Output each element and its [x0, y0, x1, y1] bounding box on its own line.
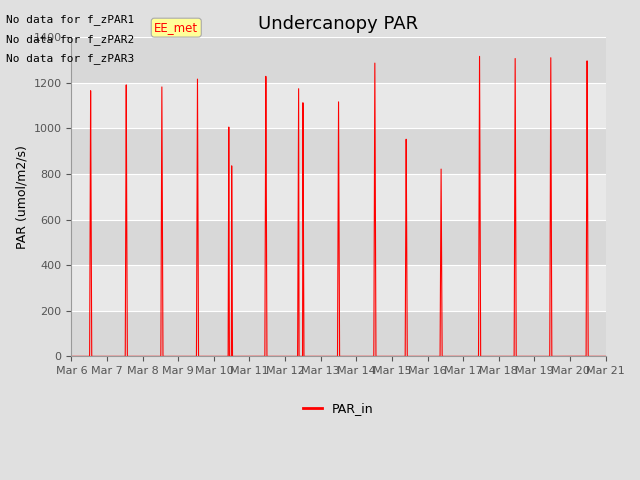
Bar — [72, 265, 605, 311]
Bar — [72, 129, 605, 174]
Bar — [72, 174, 605, 220]
Y-axis label: PAR (umol/m2/s): PAR (umol/m2/s) — [15, 145, 28, 249]
Text: No data for f_zPAR2: No data for f_zPAR2 — [6, 34, 134, 45]
Bar — [72, 311, 605, 356]
Bar — [72, 220, 605, 265]
Text: EE_met: EE_met — [154, 21, 198, 34]
Text: No data for f_zPAR3: No data for f_zPAR3 — [6, 53, 134, 64]
Legend: PAR_in: PAR_in — [298, 397, 379, 420]
Title: Undercanopy PAR: Undercanopy PAR — [259, 15, 419, 33]
Text: No data for f_zPAR1: No data for f_zPAR1 — [6, 14, 134, 25]
Bar — [72, 83, 605, 129]
Bar — [72, 37, 605, 83]
